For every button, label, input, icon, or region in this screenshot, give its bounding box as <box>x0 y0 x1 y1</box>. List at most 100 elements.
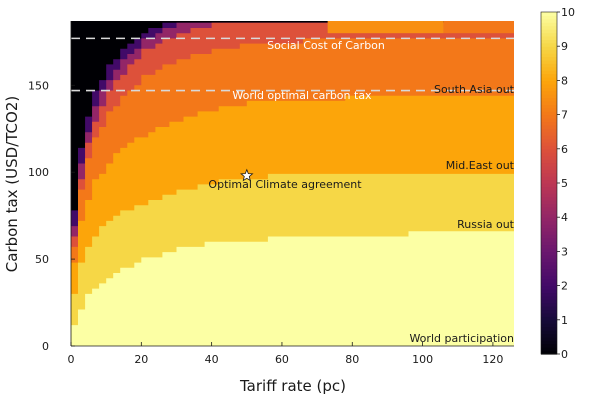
colorbar-slice <box>541 97 557 102</box>
colorbar-slice <box>541 165 557 170</box>
marker-star <box>240 168 254 182</box>
colorbar-slice <box>541 70 557 75</box>
heatmap-region-10 <box>71 231 514 346</box>
heatmap-cell-top-right-0 <box>327 21 444 34</box>
colorbar-slice <box>541 210 557 215</box>
colorbar-slice <box>541 53 557 58</box>
colorbar-slice <box>541 275 557 280</box>
colorbar-slice <box>541 316 557 321</box>
x-tick-label-80: 80 <box>345 353 359 366</box>
colorbar-slice <box>541 121 557 126</box>
colorbar-slice <box>541 244 557 249</box>
colorbar-slice <box>541 200 557 205</box>
colorbar-slice <box>541 35 557 40</box>
colorbar-slice <box>541 319 557 324</box>
colorbar-slice <box>541 87 557 92</box>
region-label-world: World participation <box>409 332 514 345</box>
colorbar-tick-label-7: 7 <box>561 109 568 122</box>
colorbar-slice <box>541 176 557 181</box>
colorbar-slice <box>541 94 557 99</box>
colorbar-slice <box>541 254 557 259</box>
colorbar-slice <box>541 230 557 235</box>
colorbar-tick-label-0: 0 <box>561 348 568 361</box>
colorbar-slice <box>541 203 557 208</box>
colorbar-slice <box>541 285 557 290</box>
colorbar-slice <box>541 326 557 331</box>
colorbar-slice <box>541 220 557 225</box>
colorbar-slice <box>541 186 557 191</box>
colorbar-slice <box>541 18 557 23</box>
x-tick-label-0: 0 <box>68 353 75 366</box>
colorbar-slice <box>541 56 557 61</box>
colorbar-tick-label-9: 9 <box>561 40 568 53</box>
colorbar-slice <box>541 25 557 30</box>
colorbar-slice <box>541 312 557 317</box>
region-label-mid-east: Mid.East out <box>446 159 515 172</box>
colorbar-slice <box>541 63 557 68</box>
colorbar-slice <box>541 323 557 328</box>
colorbar-tick-label-5: 5 <box>561 177 568 190</box>
colorbar-slice <box>541 90 557 95</box>
heatmap-cell-top-right-1 <box>443 21 514 34</box>
colorbar-slice <box>541 118 557 123</box>
colorbar-slice <box>541 227 557 232</box>
colorbar-slice <box>541 302 557 307</box>
colorbar-slice <box>541 111 557 116</box>
colorbar-slice <box>541 141 557 146</box>
colorbar-slice <box>541 278 557 283</box>
colorbar-slice <box>541 138 557 143</box>
colorbar-slice <box>541 292 557 297</box>
x-tick-label-40: 40 <box>205 353 219 366</box>
colorbar-slice <box>541 155 557 160</box>
y-axis-label: Carbon tax (USD/TCO2) <box>3 96 21 272</box>
colorbar-slice <box>541 49 557 54</box>
colorbar-slice <box>541 59 557 64</box>
colorbar-slice <box>541 104 557 109</box>
colorbar-slice <box>541 289 557 294</box>
y-tick-label-50: 50 <box>35 253 49 266</box>
colorbar-slice <box>541 247 557 252</box>
x-axis-label: Tariff rate (pc) <box>239 377 346 395</box>
colorbar-slice <box>541 333 557 338</box>
colorbar-slice <box>541 159 557 164</box>
colorbar-slice <box>541 309 557 314</box>
colorbar-slice <box>541 350 557 355</box>
y-tick-label-100: 100 <box>28 166 49 179</box>
colorbar-slice <box>541 193 557 198</box>
colorbar-slice <box>541 29 557 34</box>
y-tick-label-0: 0 <box>42 340 49 353</box>
colorbar-slice <box>541 66 557 71</box>
colorbar-slice <box>541 268 557 273</box>
heatmap-area <box>71 21 514 347</box>
colorbar-slice <box>541 46 557 51</box>
x-tick-label-100: 100 <box>412 353 433 366</box>
colorbar-slice <box>541 80 557 85</box>
colorbar-slice <box>541 42 557 47</box>
colorbar-slice <box>541 336 557 341</box>
colorbar-slice <box>541 258 557 263</box>
colorbar-slice <box>541 206 557 211</box>
colorbar-tick-label-10: 10 <box>561 6 575 19</box>
region-label-russia: Russia out <box>457 218 515 231</box>
colorbar-slice <box>541 12 557 17</box>
colorbar-slice <box>541 162 557 167</box>
x-tick-label-20: 20 <box>134 353 148 366</box>
colorbar-slice <box>541 265 557 270</box>
colorbar-slice <box>541 241 557 246</box>
annotations: Social Cost of Carbon World optimal carb… <box>208 39 514 345</box>
colorbar-slice <box>541 347 557 352</box>
colorbar-slice <box>541 148 557 153</box>
colorbar-tick-label-2: 2 <box>561 280 568 293</box>
colorbar-slice <box>541 15 557 20</box>
colorbar-tick-label-6: 6 <box>561 143 568 156</box>
colorbar-slice <box>541 299 557 304</box>
colorbar-slice <box>541 330 557 335</box>
colorbar-slice <box>541 261 557 266</box>
colorbar-slice <box>541 100 557 105</box>
colorbar-slice <box>541 22 557 27</box>
colorbar-slice <box>541 172 557 177</box>
colorbar-slice <box>541 73 557 78</box>
colorbar-slice <box>541 295 557 300</box>
colorbar-slice <box>541 114 557 119</box>
